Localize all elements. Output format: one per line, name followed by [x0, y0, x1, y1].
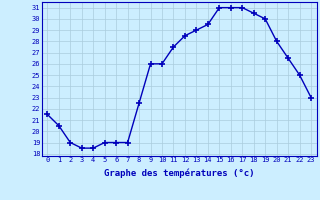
X-axis label: Graphe des températures (°c): Graphe des températures (°c): [104, 169, 254, 178]
